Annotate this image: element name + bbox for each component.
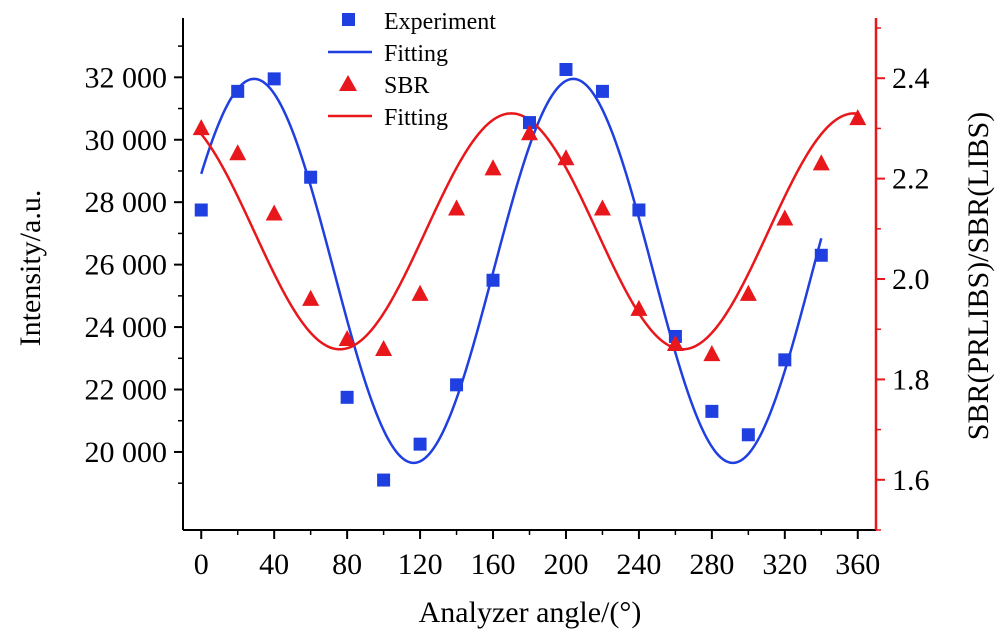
experiment-point bbox=[486, 273, 500, 287]
x-tick-label: 280 bbox=[689, 548, 734, 581]
legend-label: Experiment bbox=[384, 9, 496, 35]
y-left-tick-label: 32 000 bbox=[85, 61, 168, 94]
sbr-point bbox=[229, 144, 247, 161]
sbr-point bbox=[411, 284, 429, 301]
experiment-point bbox=[741, 428, 755, 442]
y-left-tick-label: 20 000 bbox=[85, 436, 168, 469]
sbr-point bbox=[812, 154, 830, 171]
x-tick-label: 40 bbox=[259, 548, 289, 581]
y-axis-label-right: SBR(PRLIBS)/SBR(LIBS) bbox=[962, 112, 995, 440]
x-tick-label: 120 bbox=[398, 548, 443, 581]
experiment-point bbox=[377, 473, 391, 487]
legend-triangle-icon bbox=[339, 75, 357, 91]
x-tick-label: 200 bbox=[543, 548, 588, 581]
y-right-tick-label: 1.8 bbox=[892, 363, 930, 396]
sbr-point bbox=[593, 199, 611, 216]
y-right-tick-label: 2.2 bbox=[892, 163, 930, 196]
legend: Experiment Fitting SBR Fitting bbox=[328, 9, 496, 131]
sbr-point bbox=[849, 109, 867, 126]
axes-layer: 0 40 80 120 160 200 240 280 320 360 20 000 22 000 24… bbox=[85, 18, 930, 581]
x-tick-label: 0 bbox=[194, 548, 209, 581]
fitting-curve-left bbox=[200, 77, 823, 465]
legend-item: Fitting bbox=[328, 41, 448, 67]
y-axis-label-left: Intensity/a.u. bbox=[14, 190, 47, 347]
sbr-point bbox=[338, 329, 356, 347]
sbr-point bbox=[192, 119, 210, 136]
experiment-point bbox=[523, 116, 536, 130]
sbr-point bbox=[375, 339, 393, 357]
legend-label: Fitting bbox=[384, 105, 448, 131]
sbr-point bbox=[302, 289, 320, 306]
experiment-point bbox=[304, 170, 318, 184]
y-right-tick-label: 2.0 bbox=[892, 263, 930, 296]
y-right-tick-label: 1.6 bbox=[892, 464, 930, 497]
legend-label: Fitting bbox=[384, 41, 448, 67]
y-left-tick-label: 22 000 bbox=[85, 374, 168, 407]
y-left-tick-label: 30 000 bbox=[85, 124, 168, 157]
y-left-tick-label: 26 000 bbox=[85, 249, 168, 282]
x-axis-label: Analyzer angle/(°) bbox=[419, 596, 642, 629]
sbr-point bbox=[484, 159, 502, 176]
legend-item: SBR bbox=[339, 73, 429, 99]
sbr-point bbox=[703, 345, 721, 362]
x-tick-label: 80 bbox=[332, 548, 362, 581]
sbr-point bbox=[666, 334, 684, 352]
experiment-point bbox=[340, 390, 354, 404]
experiment-point bbox=[595, 84, 609, 98]
x-tick-label: 240 bbox=[616, 548, 661, 581]
y-right-tick-label: 2.4 bbox=[892, 62, 930, 95]
experiment-point bbox=[194, 203, 208, 217]
sbr-point bbox=[448, 199, 466, 216]
legend-item: Fitting bbox=[328, 105, 448, 131]
experiment-point bbox=[413, 437, 427, 451]
experiment-point bbox=[267, 72, 281, 86]
legend-square-icon bbox=[342, 13, 355, 26]
x-tick-label: 320 bbox=[762, 548, 807, 581]
x-tick-label: 160 bbox=[471, 548, 516, 581]
experiment-point bbox=[814, 248, 828, 262]
experiment-point bbox=[231, 84, 245, 98]
experiment-point bbox=[450, 378, 464, 392]
legend-item: Experiment bbox=[342, 9, 496, 35]
sbr-point bbox=[521, 124, 538, 141]
sbr-point bbox=[265, 204, 283, 221]
experiment-point bbox=[705, 404, 719, 418]
sbr-point bbox=[739, 284, 757, 301]
sbr-point bbox=[630, 299, 648, 316]
experiment-point bbox=[632, 203, 646, 217]
x-tick-label: 360 bbox=[835, 548, 880, 581]
experiment-point bbox=[778, 353, 792, 367]
y-left-tick-label: 28 000 bbox=[85, 186, 168, 219]
points-layer bbox=[192, 63, 867, 487]
sbr-point bbox=[557, 149, 575, 166]
y-left-tick-label: 24 000 bbox=[85, 311, 168, 344]
experiment-point bbox=[559, 63, 573, 77]
legend-label: SBR bbox=[384, 73, 429, 99]
sbr-point bbox=[776, 209, 794, 226]
